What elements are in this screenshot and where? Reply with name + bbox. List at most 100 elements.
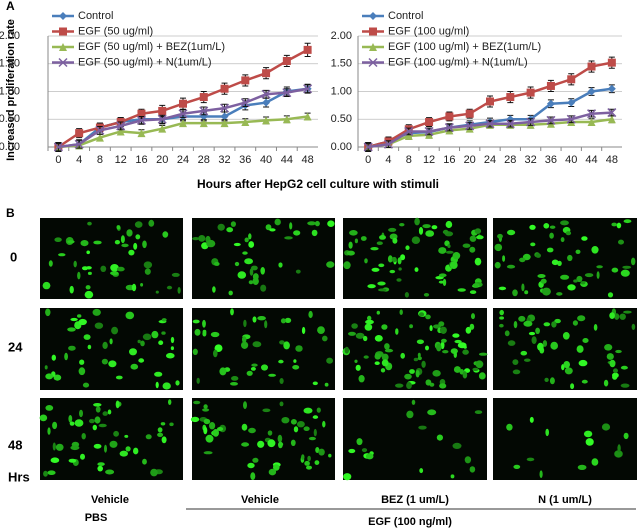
cell [194, 328, 201, 336]
cell [604, 344, 613, 351]
cell [606, 353, 614, 360]
cell [442, 350, 449, 354]
cell [438, 321, 445, 327]
cell [322, 420, 326, 428]
cell [252, 316, 257, 323]
cell [87, 271, 92, 275]
x-tick-label: 32 [218, 154, 230, 166]
data-point [445, 112, 454, 121]
cell [86, 250, 90, 255]
cell [279, 378, 284, 384]
cell [409, 324, 413, 329]
cell [380, 368, 386, 373]
y-tick-label: 0.00 [331, 141, 352, 153]
cell [623, 432, 629, 440]
cell [499, 309, 505, 316]
cell [209, 422, 216, 430]
row-label: 0 [10, 249, 17, 264]
cell [355, 332, 365, 339]
cell [151, 330, 159, 339]
cell [581, 379, 588, 384]
data-point [137, 109, 146, 118]
cell [134, 221, 143, 228]
cell [471, 313, 475, 320]
control-label: PBS [85, 512, 108, 524]
y-tick-label: 1.00 [0, 85, 20, 97]
cell [69, 421, 75, 426]
cell [94, 416, 101, 424]
cell [531, 336, 537, 344]
cell [210, 331, 220, 338]
cell [631, 323, 636, 330]
cell [469, 466, 476, 473]
cell [454, 339, 462, 344]
cell [551, 321, 557, 328]
cell [551, 259, 559, 266]
cell [307, 455, 311, 462]
cell [421, 360, 426, 368]
cell [596, 271, 600, 279]
cell [92, 308, 101, 316]
x-tick-label: 12 [115, 154, 127, 166]
cell [295, 269, 301, 274]
panel-label: B [6, 206, 15, 220]
cell [537, 274, 546, 278]
cell [177, 287, 181, 294]
data-point [95, 133, 104, 142]
cell [45, 373, 54, 380]
cell [114, 240, 120, 245]
y-tick-label: 1.50 [0, 58, 20, 70]
cell [526, 457, 535, 462]
cell [438, 247, 447, 254]
cell [562, 332, 570, 340]
data-point [587, 109, 597, 119]
cell [83, 334, 91, 340]
cell [97, 465, 103, 472]
data-point [566, 114, 576, 124]
cell [301, 326, 306, 335]
cell [311, 229, 318, 237]
cell [365, 453, 374, 460]
column-label: Vehicle [91, 494, 129, 506]
x-tick-label: 48 [606, 154, 618, 166]
cell [573, 279, 578, 283]
cell [260, 267, 266, 275]
cell [53, 374, 62, 381]
cell [543, 322, 551, 327]
data-point [607, 58, 616, 67]
cell [622, 265, 632, 269]
cell [425, 230, 435, 237]
cell [545, 428, 549, 437]
cell [70, 445, 80, 451]
cell [381, 359, 389, 367]
cell [442, 229, 449, 235]
data-point [262, 116, 271, 125]
cell [78, 367, 86, 376]
x-tick-label: 28 [504, 154, 516, 166]
micrograph [40, 398, 183, 480]
cell [399, 309, 403, 316]
cell [363, 355, 369, 359]
cell [315, 447, 320, 453]
cell [161, 331, 166, 335]
cell [198, 235, 206, 242]
cell [42, 281, 51, 290]
data-point [303, 112, 312, 121]
data-point [137, 129, 146, 138]
cell [39, 414, 48, 422]
cell [104, 444, 107, 453]
column-label: Vehicle [241, 494, 279, 506]
cell [67, 240, 75, 244]
cell [343, 473, 352, 481]
data-point [261, 89, 271, 99]
cell [48, 260, 53, 267]
cell [68, 345, 76, 351]
cell [457, 342, 467, 349]
cell [416, 339, 424, 345]
legend-label: EGF (100 ug/ml) + BEZ(1um/L) [388, 41, 541, 53]
micrograph [343, 398, 487, 480]
cell [583, 430, 593, 438]
cell [346, 250, 355, 256]
cell [418, 227, 424, 235]
cell [274, 218, 281, 226]
